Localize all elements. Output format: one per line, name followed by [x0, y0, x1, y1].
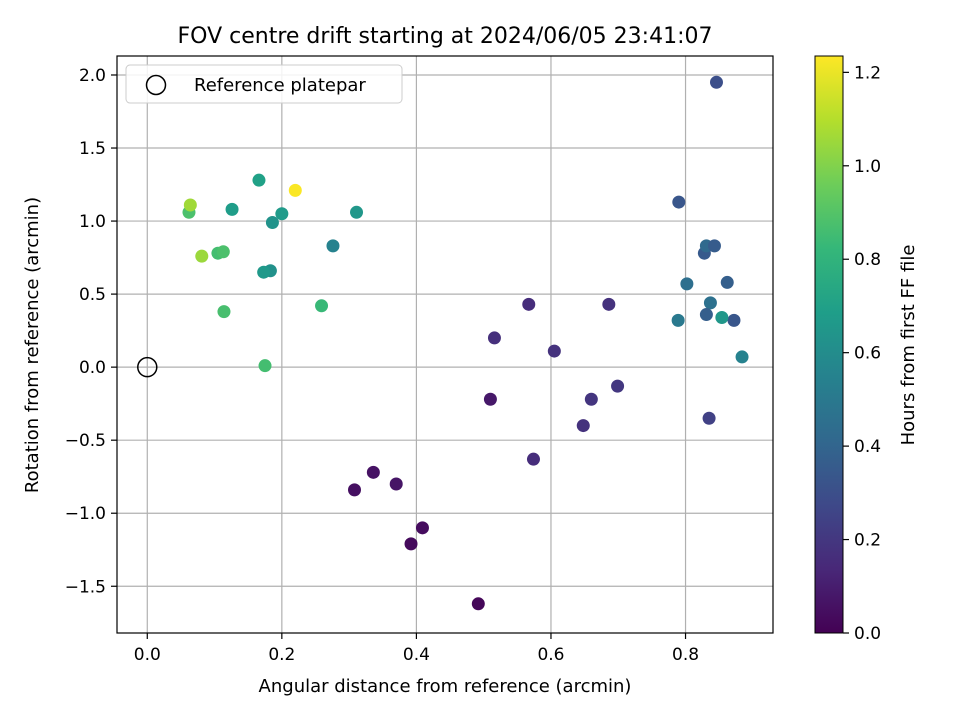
data-point: [288, 183, 302, 197]
data-point: [671, 313, 685, 327]
data-point: [389, 477, 403, 491]
data-point: [727, 313, 741, 327]
data-point: [257, 265, 271, 279]
data-point: [720, 275, 734, 289]
data-point: [225, 202, 239, 216]
data-point: [707, 239, 721, 253]
colorbar-tick-label: 0.0: [854, 624, 881, 644]
data-point: [522, 297, 536, 311]
y-axis-label: Rotation from reference (arcmin): [22, 197, 43, 493]
reference-legend-marker: [145, 74, 167, 96]
x-axis-label: Angular distance from reference (arcmin): [259, 676, 632, 697]
y-tick-label: 1.5: [79, 139, 106, 159]
data-point: [195, 249, 209, 263]
colorbar-tick-label: 1.0: [854, 157, 881, 177]
chart-title: FOV centre drift starting at 2024/06/05 …: [178, 24, 713, 49]
data-point: [404, 537, 418, 551]
colorbar: 0.0 0.2 0.4 0.6 0.8 1.0 1.2 Hours from first F…: [814, 55, 919, 644]
y-tick-label: 0.5: [79, 285, 106, 305]
reference-point: [137, 356, 158, 378]
legend-box: [125, 64, 403, 104]
data-point: [216, 245, 230, 259]
legend-label: Reference platepar: [194, 75, 366, 96]
x-tick-label: 0.2: [268, 645, 295, 665]
y-tick-label: 1.0: [79, 212, 106, 232]
data-point: [265, 216, 279, 230]
data-point: [547, 344, 561, 358]
data-point: [709, 75, 723, 89]
data-point: [252, 173, 266, 187]
data-point: [584, 392, 598, 406]
data-point: [315, 299, 329, 313]
data-point: [715, 310, 729, 324]
y-tick-label: −1.5: [65, 577, 106, 597]
data-point: [258, 359, 272, 373]
data-point: [487, 331, 501, 345]
legend: Reference platepar: [125, 64, 403, 104]
x-axis-ticks: 0.0 0.2 0.4 0.6 0.8: [134, 633, 699, 665]
data-point: [672, 195, 686, 209]
x-tick-label: 0.4: [403, 645, 430, 665]
plot-frame: [116, 55, 774, 634]
data-point: [326, 239, 340, 253]
data-point: [275, 207, 289, 221]
data-point: [611, 379, 625, 393]
data-point: [702, 411, 716, 425]
y-tick-label: 2.0: [79, 66, 106, 86]
y-tick-label: −0.5: [65, 431, 106, 451]
data-point: [217, 305, 231, 319]
data-point: [699, 308, 713, 322]
grid: [117, 56, 773, 633]
data-points: [137, 75, 749, 611]
colorbar-tick-label: 0.8: [854, 250, 881, 270]
x-tick-label: 0.6: [537, 645, 564, 665]
colorbar-tick-label: 0.2: [854, 531, 881, 551]
x-tick-label: 0.0: [134, 645, 161, 665]
data-point: [576, 419, 590, 433]
data-point: [348, 483, 362, 497]
data-point: [483, 392, 497, 406]
data-point: [602, 297, 616, 311]
data-point: [735, 350, 749, 364]
colorbar-ticks: 0.0 0.2 0.4 0.6 0.8 1.0 1.2: [843, 63, 881, 644]
data-point: [703, 296, 717, 310]
colorbar-label: Hours from first FF file: [898, 245, 919, 446]
colorbar-tick-label: 0.4: [854, 437, 881, 457]
data-point: [350, 205, 364, 219]
data-point: [680, 277, 694, 291]
colorbar-tick-label: 1.2: [854, 63, 881, 83]
y-tick-label: 0.0: [79, 358, 106, 378]
data-point: [366, 465, 380, 479]
data-point: [183, 198, 197, 212]
data-point: [471, 597, 485, 611]
data-point: [526, 452, 540, 466]
colorbar-gradient: [814, 55, 844, 634]
y-axis-ticks: −1.5 −1.0 −0.5 0.0 0.5 1.0 1.5 2.0: [65, 66, 117, 597]
x-tick-label: 0.8: [672, 645, 699, 665]
data-point: [415, 521, 429, 535]
y-tick-label: −1.0: [65, 504, 106, 524]
colorbar-tick-label: 0.6: [854, 344, 881, 364]
